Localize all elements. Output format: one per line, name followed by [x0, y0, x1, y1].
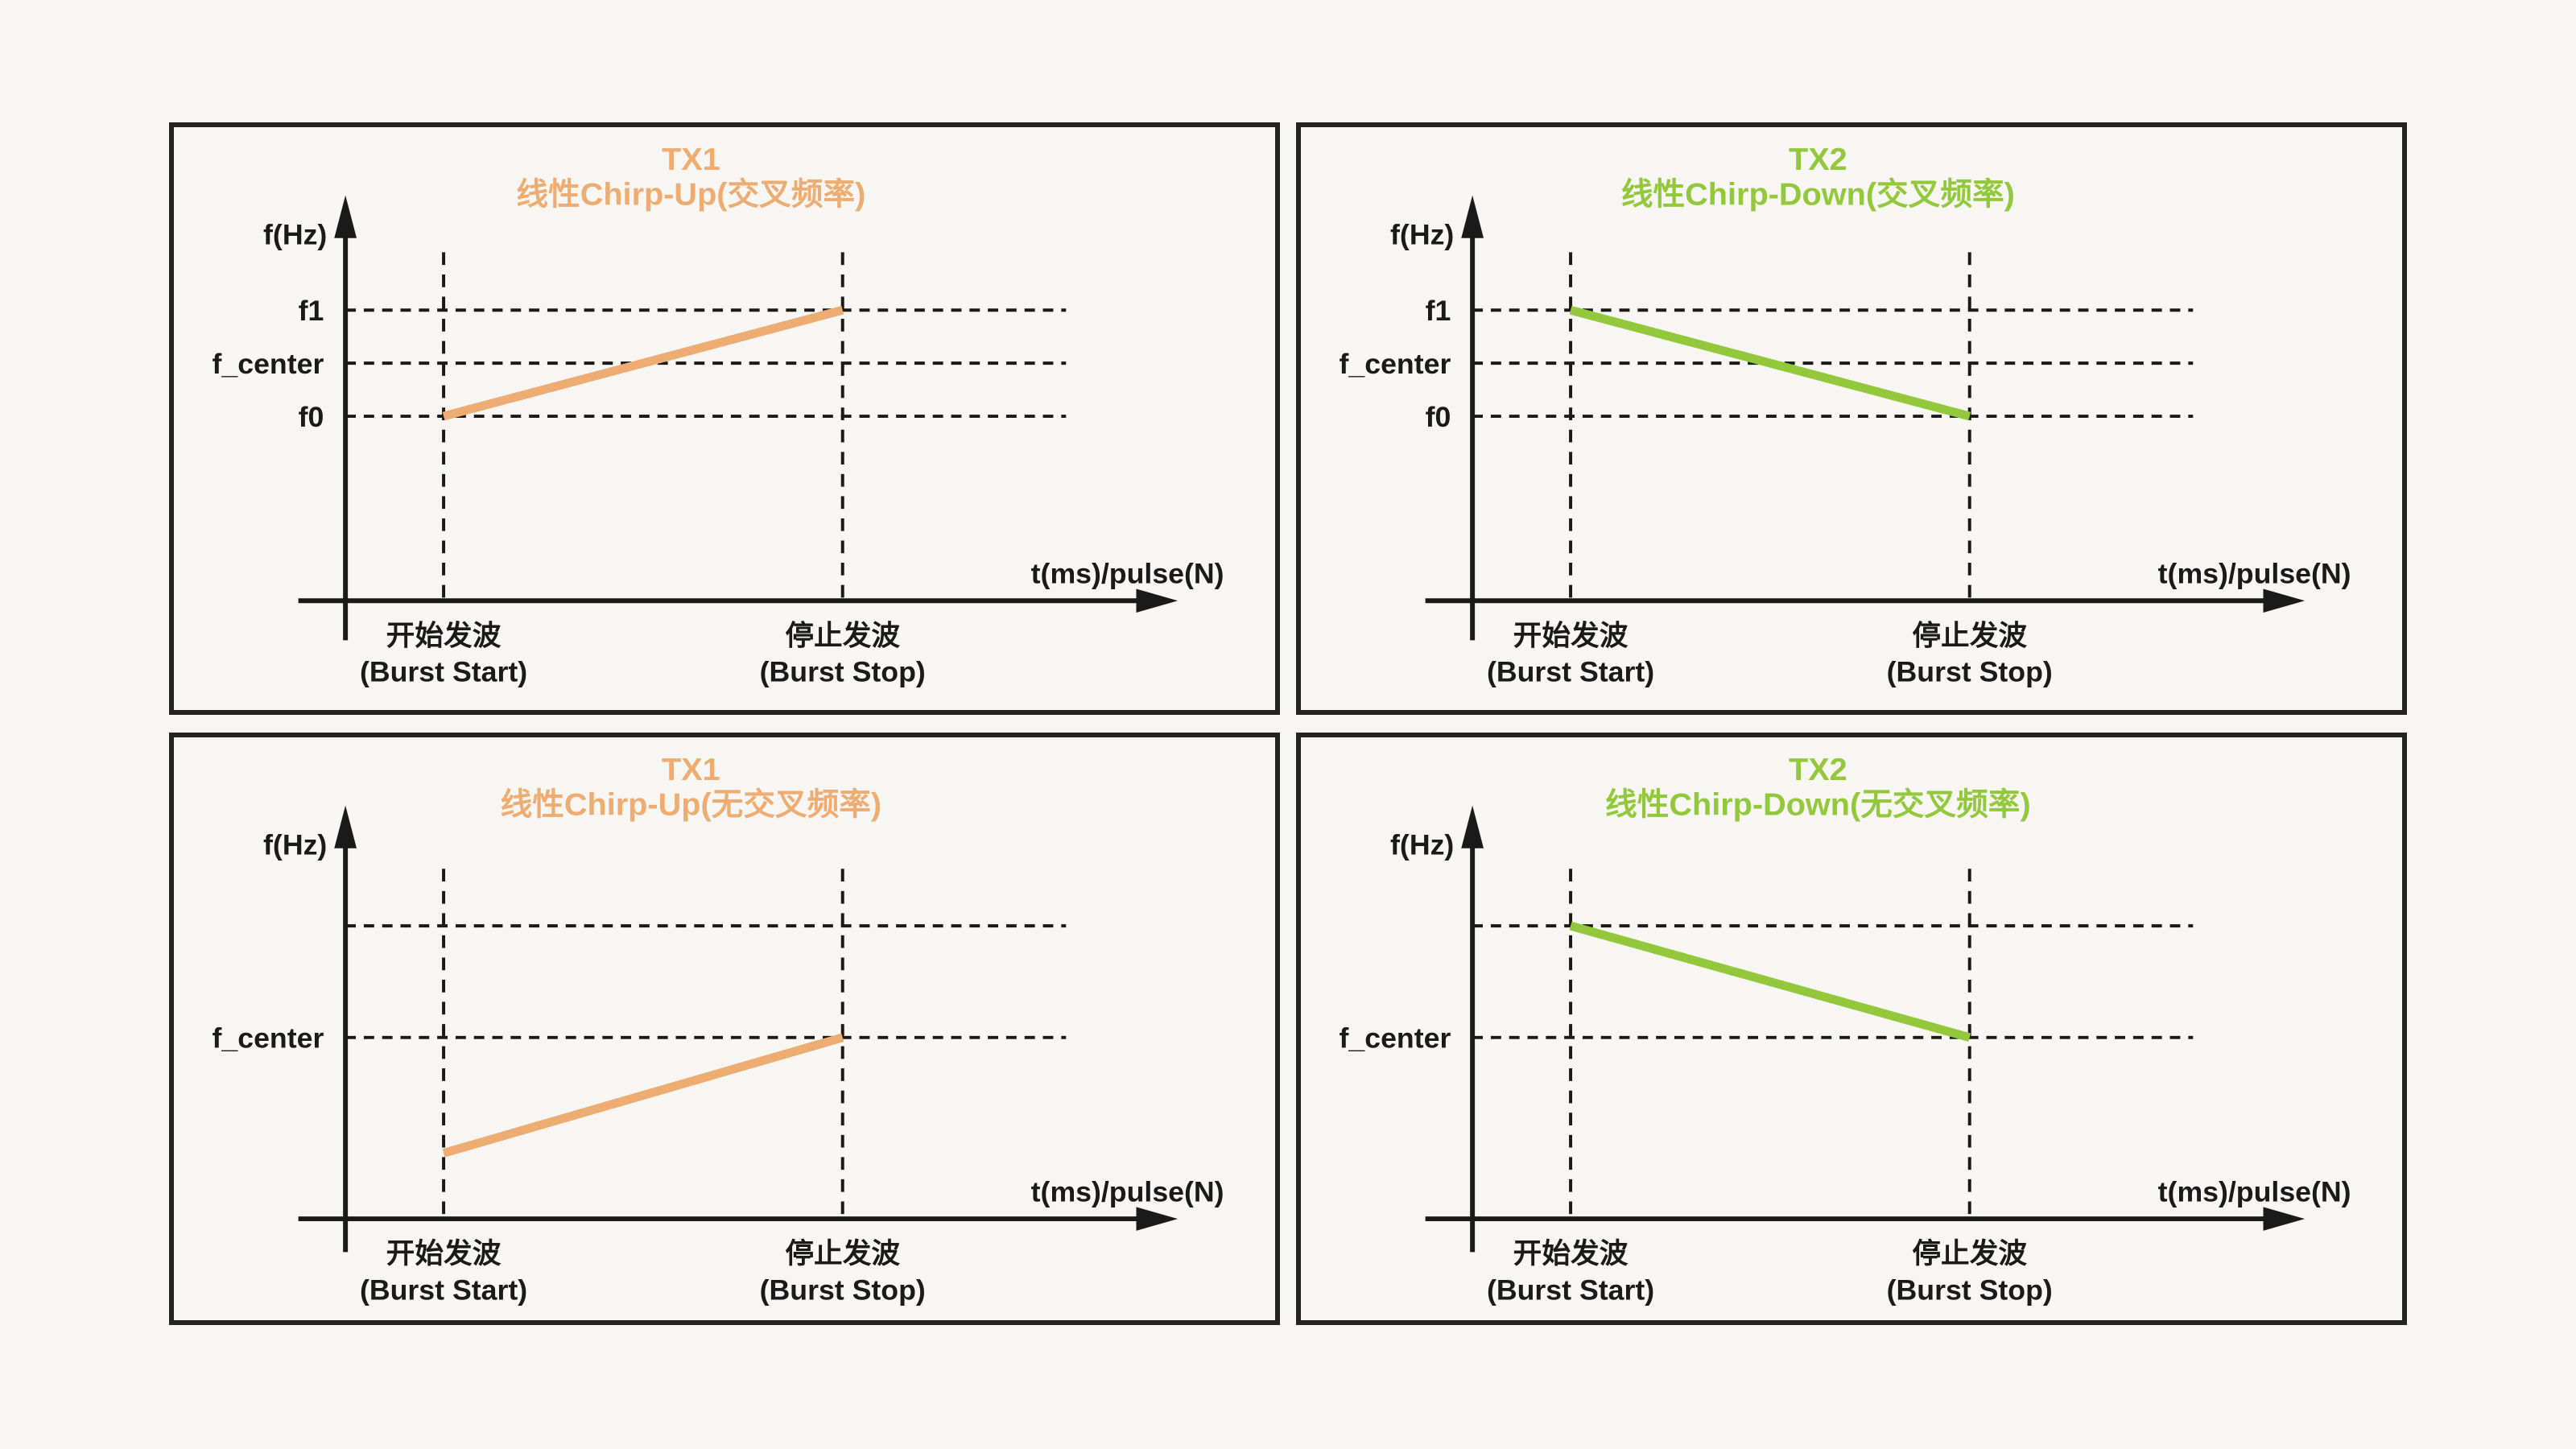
burst-start-label-en: (Burst Start)	[360, 1274, 527, 1307]
burst-start-label-en: (Burst Start)	[360, 656, 527, 688]
panel-title: TX2	[1789, 752, 1847, 787]
chirp-plot-tx2-nocross: TX2 线性Chirp-Down(无交叉频率) f(Hz) f_center t…	[1340, 752, 2351, 1307]
tick-f-center: f_center	[1340, 1022, 1451, 1055]
burst-stop-label-zh: 停止发波	[785, 619, 900, 651]
tick-f1: f1	[299, 295, 324, 327]
burst-stop-label-en: (Burst Stop)	[1887, 656, 2053, 688]
x-axis-arrow	[1136, 588, 1179, 613]
chirp-line-tx2	[1569, 306, 1971, 421]
panel-tx1-chirp-up-nocross: TX1 线性Chirp-Up(无交叉频率) f(Hz) f_center t(m…	[169, 733, 1280, 1325]
burst-stop-label-zh: 停止发波	[785, 1237, 900, 1269]
panel-title: TX1	[662, 142, 720, 177]
y-axis-label: f(Hz)	[263, 219, 327, 251]
chirp-line-tx1	[442, 306, 844, 421]
tick-f-center: f_center	[213, 1022, 324, 1055]
panel-subtitle: 线性Chirp-Down(交叉频率)	[1621, 177, 2015, 213]
y-axis-arrow	[1461, 195, 1484, 238]
burst-stop-label-zh: 停止发波	[1912, 1237, 2027, 1269]
panel-subtitle: 线性Chirp-Up(交叉频率)	[516, 177, 865, 213]
x-axis-arrow	[2263, 588, 2306, 613]
chirp-plot-tx2-cross: TX2 线性Chirp-Down(交叉频率) f(Hz) f1 f_center…	[1340, 142, 2351, 688]
burst-start-label-zh: 开始发波	[386, 1237, 502, 1269]
chirp-line-tx1	[442, 1033, 844, 1158]
panel-tx1-chirp-up-cross: TX1 线性Chirp-Up(交叉频率) f(Hz) f1 f_center f…	[169, 122, 1280, 715]
tick-f0: f0	[1426, 401, 1451, 433]
y-axis-label: f(Hz)	[263, 829, 327, 861]
y-axis-label: f(Hz)	[1390, 829, 1454, 861]
y-axis-arrow	[1461, 805, 1484, 848]
panel-grid: TX1 线性Chirp-Up(交叉频率) f(Hz) f1 f_center f…	[169, 122, 2407, 1325]
x-axis-arrow	[1136, 1207, 1179, 1231]
burst-start-label-zh: 开始发波	[1513, 619, 1629, 651]
tick-f1: f1	[1426, 295, 1451, 327]
panel-subtitle: 线性Chirp-Up(无交叉频率)	[501, 787, 882, 823]
y-axis-arrow	[334, 805, 357, 848]
panel-subtitle: 线性Chirp-Down(无交叉频率)	[1605, 787, 2031, 823]
burst-start-label-zh: 开始发波	[386, 619, 502, 651]
x-axis-label: t(ms)/pulse(N)	[2158, 1176, 2351, 1208]
y-axis-label: f(Hz)	[1390, 219, 1454, 251]
chirp-line-tx2	[1569, 921, 1971, 1042]
burst-start-label-en: (Burst Start)	[1487, 1274, 1654, 1307]
burst-stop-label-en: (Burst Stop)	[760, 656, 926, 688]
burst-stop-label-zh: 停止发波	[1912, 619, 2027, 651]
panel-title: TX2	[1789, 142, 1847, 177]
burst-start-label-en: (Burst Start)	[1487, 656, 1654, 688]
x-axis-label: t(ms)/pulse(N)	[1031, 558, 1224, 590]
panel-tx2-chirp-down-cross: TX2 线性Chirp-Down(交叉频率) f(Hz) f1 f_center…	[1296, 122, 2407, 715]
panel-title: TX1	[662, 752, 720, 787]
burst-stop-label-en: (Burst Stop)	[760, 1274, 926, 1307]
tick-f-center: f_center	[1340, 348, 1451, 380]
tick-f0: f0	[299, 401, 324, 433]
chirp-plot-tx1-cross: TX1 线性Chirp-Up(交叉频率) f(Hz) f1 f_center f…	[213, 142, 1224, 688]
chirp-plot-tx1-nocross: TX1 线性Chirp-Up(无交叉频率) f(Hz) f_center t(m…	[213, 752, 1224, 1307]
burst-start-label-zh: 开始发波	[1513, 1237, 1629, 1269]
y-axis-arrow	[334, 195, 357, 238]
tick-f-center: f_center	[213, 348, 324, 380]
x-axis-arrow	[2263, 1207, 2306, 1231]
panel-tx2-chirp-down-nocross: TX2 线性Chirp-Down(无交叉频率) f(Hz) f_center t…	[1296, 733, 2407, 1325]
burst-stop-label-en: (Burst Stop)	[1887, 1274, 2053, 1307]
x-axis-label: t(ms)/pulse(N)	[2158, 558, 2351, 590]
x-axis-label: t(ms)/pulse(N)	[1031, 1176, 1224, 1208]
